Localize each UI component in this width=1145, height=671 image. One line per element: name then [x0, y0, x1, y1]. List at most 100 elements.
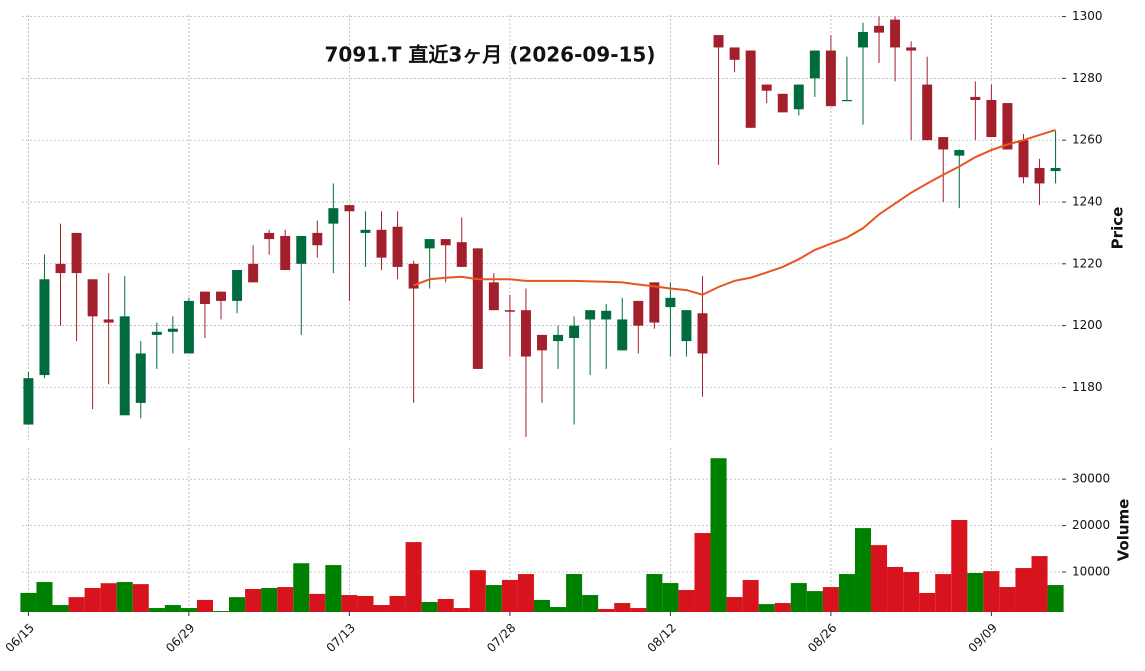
- volume-bar: [245, 589, 262, 612]
- volume-bar: [196, 599, 213, 612]
- volume-bar: [52, 605, 69, 612]
- candle-body: [23, 378, 34, 425]
- y-tick-label: 1280: [1072, 71, 1103, 85]
- chart-title: 7091.T 直近3ヶ月 (2026-09-15): [325, 43, 656, 67]
- candle-body: [392, 226, 403, 267]
- candle-body: [713, 35, 724, 48]
- candle-body: [344, 205, 355, 212]
- candle-body: [376, 229, 387, 258]
- candle-body: [440, 239, 451, 246]
- volume-bar: [309, 593, 326, 612]
- candle-body: [39, 279, 50, 376]
- candle-body: [649, 282, 660, 323]
- volume-tick-label: 10000: [1072, 565, 1110, 579]
- volume-axis-label: Volume: [1115, 499, 1133, 562]
- volume-bar: [951, 520, 968, 612]
- volume-bar: [84, 588, 101, 612]
- volume-bar: [662, 583, 679, 612]
- volume-bar: [421, 602, 438, 612]
- candle-body: [553, 334, 564, 342]
- volume-bar: [437, 598, 454, 612]
- volume-bar: [678, 590, 695, 612]
- candle-body: [938, 137, 949, 150]
- candle-body: [585, 310, 596, 320]
- x-tick-label: 08/12: [645, 621, 679, 655]
- volume-bar: [1015, 568, 1032, 612]
- candle-body: [71, 232, 82, 274]
- candle-body: [232, 270, 243, 301]
- candle-body: [360, 229, 371, 233]
- candle-body: [199, 291, 210, 304]
- candle-body: [825, 50, 836, 107]
- volume-bar: [229, 597, 246, 612]
- volume-bar: [887, 566, 904, 612]
- volume-bar: [453, 608, 470, 612]
- volume-bar: [614, 603, 631, 612]
- candle-body: [761, 84, 772, 91]
- volume-bar: [277, 587, 294, 612]
- candle-body: [472, 248, 483, 369]
- volume-tick-label: 30000: [1072, 472, 1110, 486]
- volume-bar: [758, 604, 775, 612]
- y-tick-label: 1240: [1072, 195, 1103, 209]
- volume-bar: [20, 592, 37, 612]
- candle-body: [1002, 103, 1013, 150]
- candle-body: [906, 47, 917, 51]
- y-tick-label: 1180: [1072, 380, 1103, 394]
- volume-bar: [517, 574, 534, 612]
- volume-bar: [132, 584, 149, 612]
- candle-body: [135, 353, 146, 403]
- volume-bar: [1047, 585, 1064, 612]
- candle-body: [1034, 168, 1045, 184]
- volume-bar: [919, 592, 936, 612]
- volume-tick-label: 20000: [1072, 518, 1110, 532]
- candle-body: [745, 50, 756, 128]
- candle-body: [729, 47, 740, 60]
- candle-body: [296, 236, 307, 264]
- candle-body: [841, 100, 852, 102]
- candle-body: [119, 316, 130, 416]
- candle-body: [151, 331, 162, 335]
- candle-body: [1018, 140, 1029, 178]
- volume-bar: [694, 533, 711, 612]
- volume-bar: [148, 608, 165, 612]
- volume-bar: [212, 611, 230, 612]
- volume-bar: [983, 571, 1000, 612]
- volume-bar: [742, 580, 759, 612]
- candle-body: [665, 297, 676, 308]
- candle-body: [697, 313, 708, 354]
- candle-body: [681, 310, 692, 342]
- candle-body: [167, 328, 178, 332]
- candle-body: [456, 242, 467, 267]
- volume-bar: [806, 591, 823, 612]
- candle-body: [488, 282, 499, 311]
- volume-bar: [1031, 556, 1048, 612]
- volume-bar: [389, 595, 406, 612]
- candle-body: [954, 150, 965, 156]
- candle-body: [183, 300, 194, 354]
- candle-body: [264, 232, 275, 240]
- x-tick-label: 09/09: [966, 621, 1000, 655]
- volume-bar: [822, 587, 839, 612]
- candle-body: [55, 263, 66, 274]
- candle-body: [424, 239, 435, 249]
- volume-bar: [630, 608, 647, 612]
- moving-average: [413, 129, 1056, 296]
- volume-bar: [341, 595, 358, 612]
- x-tick-label: 06/15: [3, 621, 37, 655]
- volume-bar: [646, 574, 663, 612]
- y-tick-label: 1300: [1072, 9, 1103, 23]
- candle-body: [858, 32, 868, 48]
- volume-bar: [550, 607, 567, 612]
- x-tick-label: 07/13: [324, 621, 358, 655]
- volume-bar: [999, 587, 1016, 612]
- x-tick-label: 07/28: [484, 621, 518, 655]
- volume-bar: [180, 608, 197, 612]
- candle-body: [1050, 168, 1061, 172]
- volume-bar: [710, 458, 727, 612]
- candle-body: [633, 300, 644, 326]
- volume-bar: [967, 572, 984, 612]
- candle-body: [248, 263, 259, 283]
- volume-bar: [566, 574, 583, 612]
- volume-bar: [261, 588, 278, 612]
